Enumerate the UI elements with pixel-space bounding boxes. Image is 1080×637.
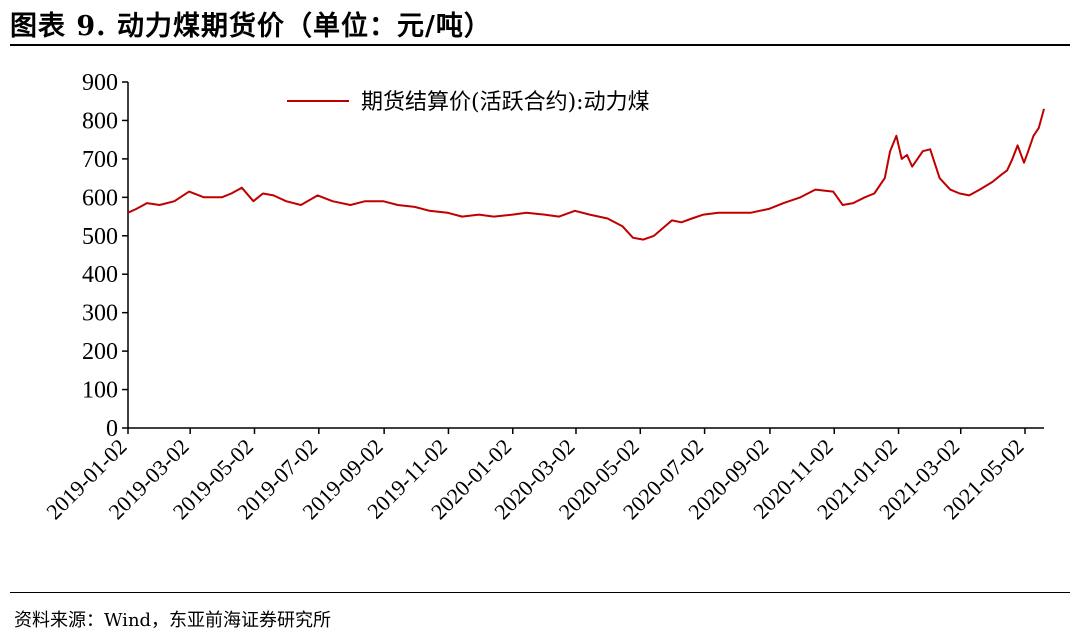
chart-axes bbox=[122, 81, 1044, 434]
x-tick-labels: 2019-01-022019-03-022019-05-022019-07-02… bbox=[41, 434, 1028, 524]
legend: 期货结算价(活跃合约):动力煤 bbox=[287, 90, 650, 115]
figure-title: 图表 9. 动力煤期货价（单位：元/吨） bbox=[10, 11, 492, 42]
y-tick-label: 500 bbox=[82, 224, 118, 250]
legend-label: 期货结算价(活跃合约):动力煤 bbox=[361, 90, 650, 115]
chart-svg: 0 100 200 300 400 500 600 700 800 900 2019-01-022… bbox=[41, 70, 1045, 524]
y-tick-label: 900 bbox=[82, 70, 118, 96]
y-tick-label: 600 bbox=[82, 185, 118, 211]
series-line-0 bbox=[127, 108, 1045, 241]
y-tick-label: 400 bbox=[82, 262, 118, 288]
source-rule bbox=[10, 592, 1070, 593]
y-tick-label: 200 bbox=[82, 339, 118, 365]
y-tick-label: 700 bbox=[82, 147, 118, 173]
y-tick-labels: 0 100 200 300 400 500 600 700 800 900 bbox=[82, 70, 118, 442]
source-note: 资料来源：Wind，东亚前海证券研究所 bbox=[14, 610, 332, 631]
title-rule bbox=[10, 44, 1070, 46]
y-tick-label: 800 bbox=[82, 108, 118, 134]
y-tick-label: 0 bbox=[106, 416, 118, 442]
y-tick-label: 300 bbox=[82, 301, 118, 327]
series-group bbox=[127, 108, 1045, 241]
y-tick-label: 100 bbox=[82, 378, 118, 404]
